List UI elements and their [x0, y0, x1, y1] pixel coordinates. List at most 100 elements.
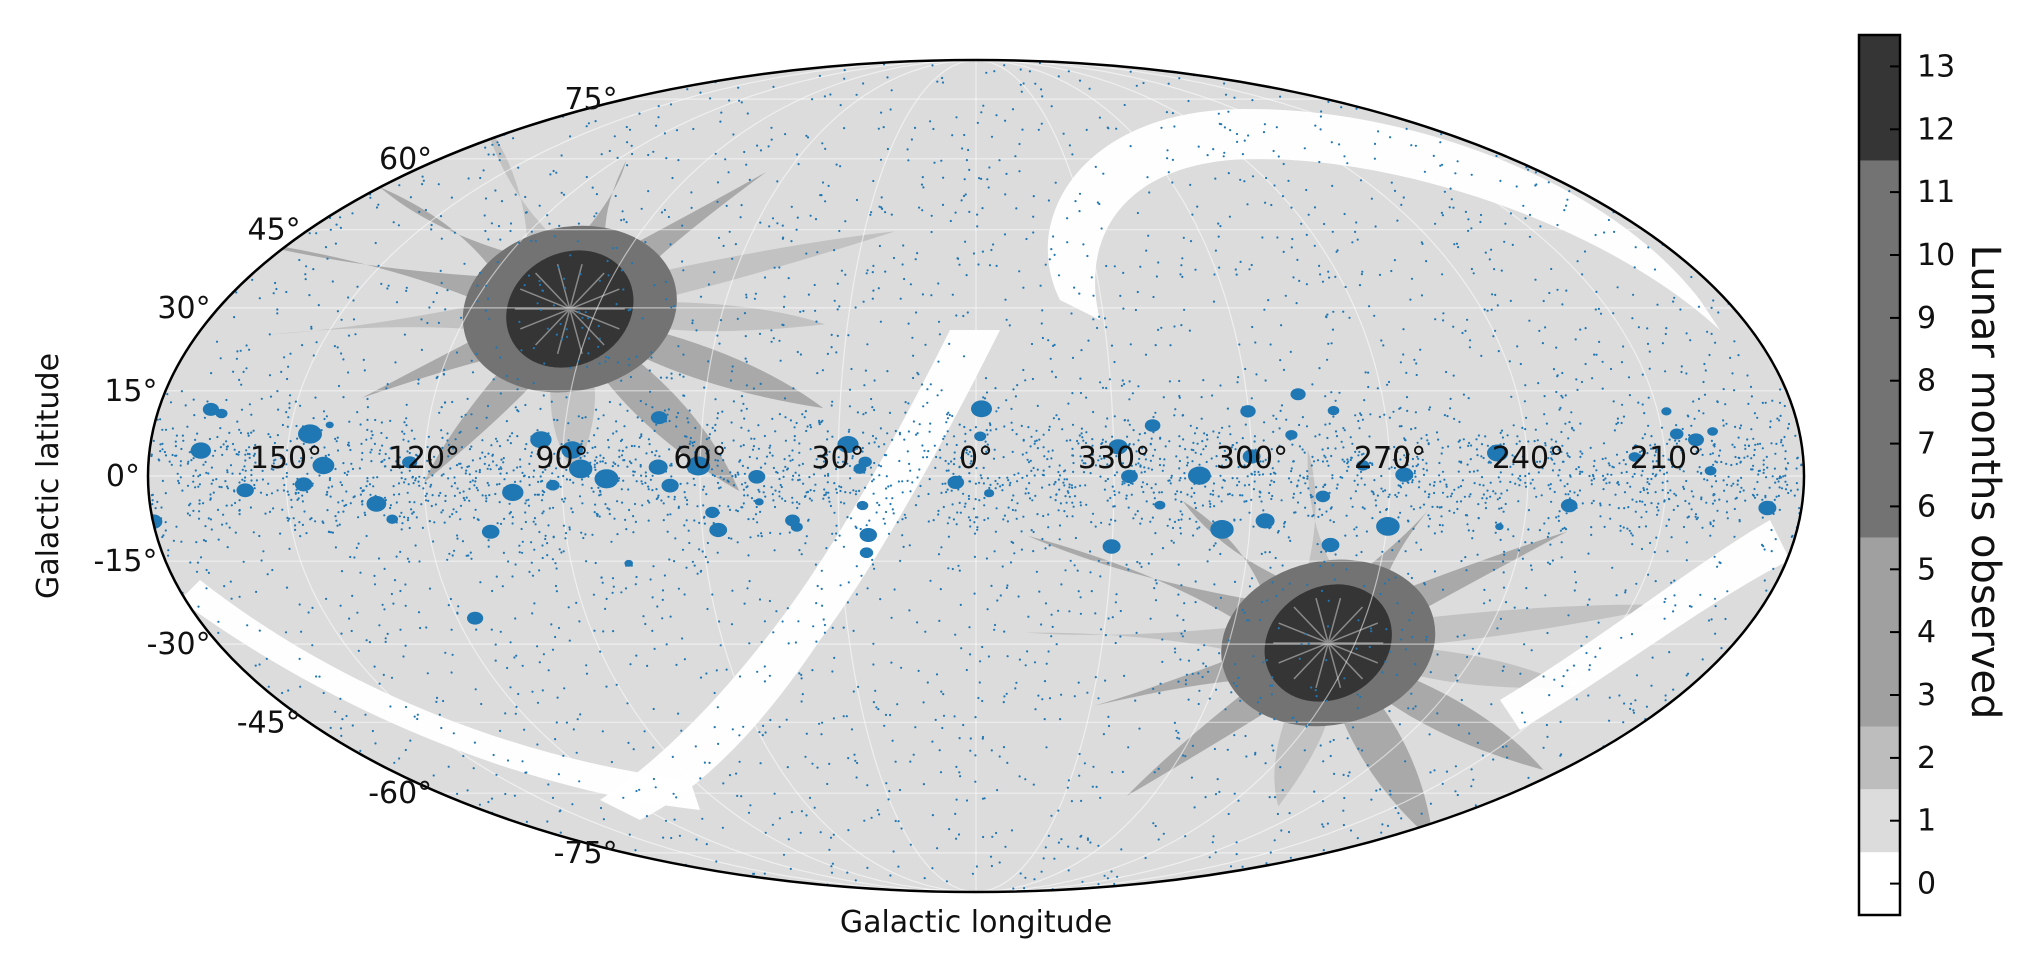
source-point: [1091, 444, 1094, 447]
source-point: [1780, 438, 1783, 442]
source-point: [335, 440, 338, 443]
source-point: [1028, 482, 1031, 485]
source-point: [1690, 490, 1693, 493]
source-point: [1360, 413, 1363, 417]
source-point: [1178, 459, 1181, 463]
source-point: [562, 754, 565, 757]
source-point: [798, 442, 801, 445]
source-point: [192, 457, 195, 460]
source-point: [584, 533, 587, 536]
source-point: [336, 449, 340, 452]
source-point: [632, 748, 635, 751]
source-point: [1672, 688, 1675, 691]
source-point: [1627, 376, 1631, 379]
source-point: [695, 448, 698, 451]
source-point: [727, 171, 730, 174]
source-point: [1722, 479, 1725, 482]
source-point: [1529, 482, 1532, 485]
source-point: [461, 540, 465, 543]
source-point: [731, 589, 734, 592]
source-point: [1317, 515, 1320, 519]
source-point: [1083, 762, 1086, 765]
source-point: [1370, 798, 1373, 801]
source-point: [1181, 414, 1184, 417]
source-point: [1427, 496, 1430, 499]
source-point: [1358, 427, 1361, 430]
source-point: [1277, 155, 1280, 158]
source-point: [210, 482, 213, 485]
source-point: [501, 585, 504, 588]
source-point: [1091, 460, 1094, 463]
source-point: [805, 814, 808, 817]
source-point: [856, 411, 860, 414]
source-point: [826, 430, 829, 433]
source-point: [638, 788, 641, 791]
source-point: [1167, 171, 1170, 174]
source-point: [297, 491, 300, 494]
source-point: [1178, 445, 1181, 448]
source-point: [1157, 328, 1160, 331]
source-point: [1452, 374, 1455, 377]
source-point: [891, 508, 894, 511]
source-point: [743, 150, 746, 154]
source-point: [336, 310, 339, 313]
source-point: [1237, 799, 1240, 802]
source-point: [669, 243, 672, 246]
source-point: [546, 554, 549, 557]
source-point: [1739, 461, 1742, 464]
source-point: [1191, 672, 1194, 676]
source-point: [967, 497, 971, 500]
source-point: [1101, 386, 1105, 389]
source-point: [392, 485, 395, 488]
source-point: [417, 480, 420, 483]
source-point: [1243, 500, 1246, 503]
source-point: [1278, 427, 1281, 430]
source-point: [1472, 529, 1475, 533]
source-point: [1079, 484, 1082, 487]
source-point: [1190, 487, 1193, 490]
source-point: [742, 402, 745, 405]
source-point: [1157, 261, 1160, 264]
source-point: [713, 691, 716, 695]
source-point: [699, 295, 703, 298]
source-point: [537, 493, 541, 496]
source-point: [608, 400, 612, 404]
source-point: [1136, 510, 1139, 513]
source-point: [957, 257, 960, 260]
core-spoke: [569, 308, 605, 346]
source-point: [1047, 650, 1050, 653]
source-point: [1220, 500, 1223, 503]
source-point: [1287, 830, 1291, 834]
source-point: [607, 356, 610, 359]
source-point: [496, 141, 499, 144]
source-point: [587, 317, 590, 320]
source-point: [1081, 459, 1084, 462]
source-point: [1574, 581, 1578, 584]
source-point: [577, 415, 580, 418]
source-point: [557, 475, 560, 478]
source-point: [459, 518, 462, 521]
source-point: [1255, 373, 1258, 376]
source-point: [1248, 511, 1251, 514]
source-point: [1291, 443, 1294, 446]
source-point: [1757, 469, 1760, 473]
source-point: [1580, 380, 1584, 384]
source-point: [492, 153, 495, 156]
source-point: [235, 291, 238, 294]
source-point: [1375, 504, 1378, 507]
source-point: [877, 708, 880, 711]
source-point: [846, 516, 849, 519]
source-point: [202, 502, 205, 505]
source-point: [1722, 419, 1725, 422]
source-point: [1441, 273, 1444, 276]
source-point: [1391, 549, 1394, 552]
source-point: [982, 466, 985, 469]
source-point: [1178, 394, 1181, 398]
source-point: [598, 515, 601, 518]
source-point: [1338, 143, 1341, 146]
source-point: [324, 246, 328, 249]
source-point: [764, 731, 767, 734]
source-point: [1036, 513, 1039, 516]
source-point: [1068, 144, 1071, 147]
source-point: [403, 481, 406, 484]
